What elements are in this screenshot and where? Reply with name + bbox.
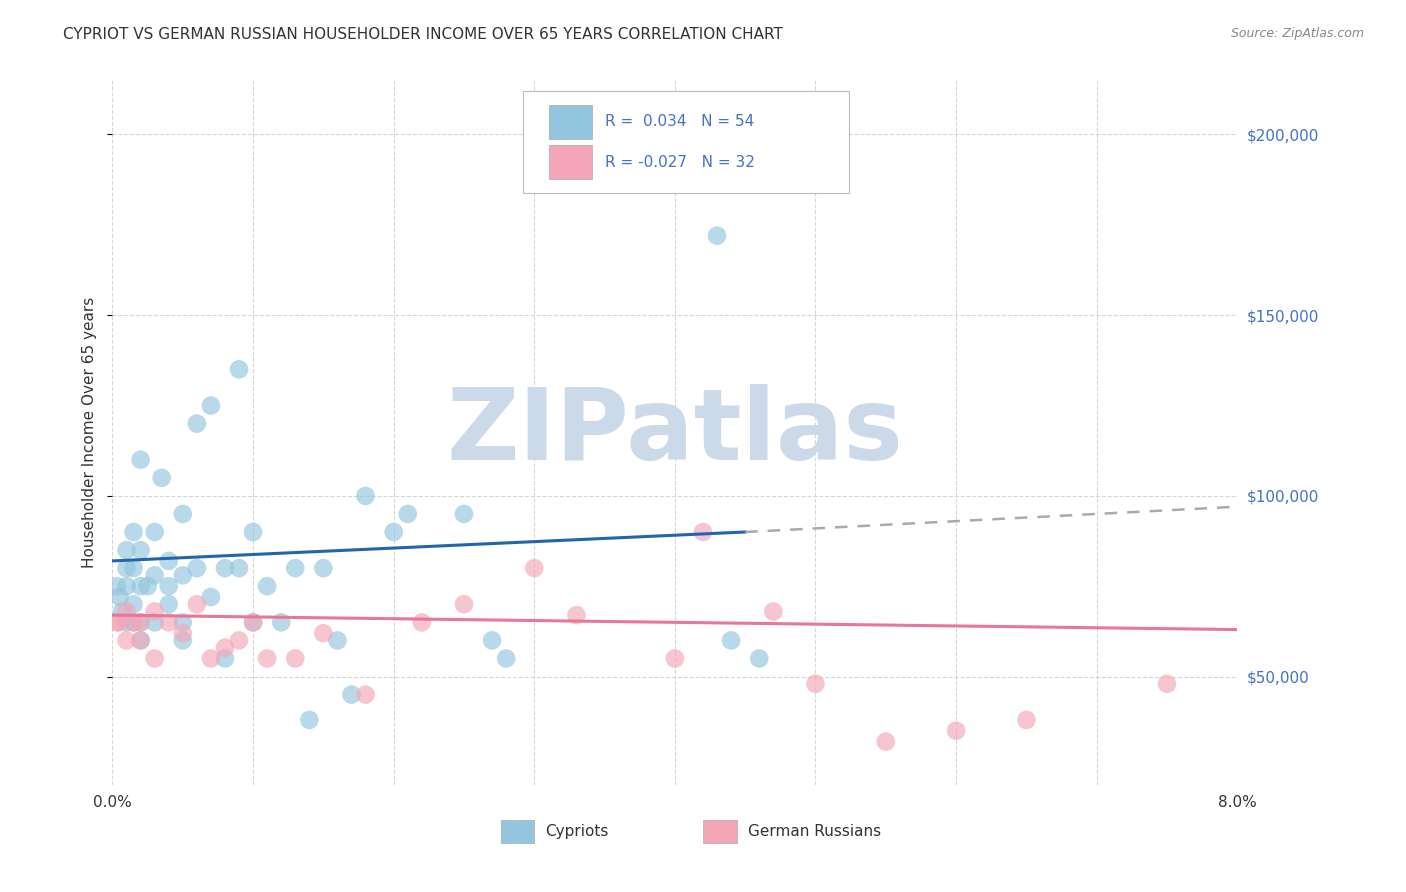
FancyBboxPatch shape <box>548 105 592 139</box>
Point <box>122 597 145 611</box>
Point <box>129 579 152 593</box>
Point <box>157 554 180 568</box>
Point <box>945 723 967 738</box>
Point <box>186 417 208 431</box>
Point <box>115 579 138 593</box>
Point <box>143 524 166 539</box>
Point <box>242 615 264 630</box>
Point <box>228 561 250 575</box>
Point <box>312 626 335 640</box>
Point <box>115 633 138 648</box>
Point <box>143 605 166 619</box>
Point <box>115 543 138 558</box>
Point <box>692 524 714 539</box>
Point <box>129 543 152 558</box>
Text: CYPRIOT VS GERMAN RUSSIAN HOUSEHOLDER INCOME OVER 65 YEARS CORRELATION CHART: CYPRIOT VS GERMAN RUSSIAN HOUSEHOLDER IN… <box>63 27 783 42</box>
Point <box>1015 713 1038 727</box>
FancyBboxPatch shape <box>703 821 737 843</box>
Point <box>228 633 250 648</box>
Text: German Russians: German Russians <box>748 824 882 839</box>
Text: ZIPatlas: ZIPatlas <box>447 384 903 481</box>
Point <box>200 651 222 665</box>
Point <box>340 688 363 702</box>
Point <box>284 561 307 575</box>
Point <box>354 489 377 503</box>
Point <box>1156 677 1178 691</box>
Point <box>122 524 145 539</box>
Point <box>354 688 377 702</box>
Point <box>129 633 152 648</box>
Point <box>664 651 686 665</box>
Text: Source: ZipAtlas.com: Source: ZipAtlas.com <box>1230 27 1364 40</box>
Point <box>136 579 159 593</box>
Point <box>298 713 321 727</box>
Point <box>495 651 517 665</box>
FancyBboxPatch shape <box>548 145 592 179</box>
Point <box>242 615 264 630</box>
Point <box>157 597 180 611</box>
Point <box>143 651 166 665</box>
Point <box>453 597 475 611</box>
Point <box>270 615 292 630</box>
Point <box>242 524 264 539</box>
Point <box>172 626 194 640</box>
Point <box>143 615 166 630</box>
Point <box>105 615 128 630</box>
Point <box>481 633 503 648</box>
Y-axis label: Householder Income Over 65 years: Householder Income Over 65 years <box>82 297 97 568</box>
Point <box>875 734 897 748</box>
Point <box>284 651 307 665</box>
Point <box>172 615 194 630</box>
FancyBboxPatch shape <box>523 91 849 193</box>
Point <box>411 615 433 630</box>
Point <box>200 399 222 413</box>
Point <box>214 640 236 655</box>
Point <box>122 561 145 575</box>
Point <box>256 579 278 593</box>
Point <box>214 561 236 575</box>
Point <box>172 507 194 521</box>
Point <box>523 561 546 575</box>
Text: Cypriots: Cypriots <box>546 824 609 839</box>
Point <box>108 615 131 630</box>
Point <box>143 568 166 582</box>
Point <box>748 651 770 665</box>
Point <box>122 615 145 630</box>
Point <box>115 561 138 575</box>
Point <box>129 615 152 630</box>
Point <box>115 615 138 630</box>
Point <box>804 677 827 691</box>
Point <box>200 590 222 604</box>
Point <box>382 524 405 539</box>
Point <box>172 633 194 648</box>
Point <box>565 608 588 623</box>
Point <box>157 579 180 593</box>
Point <box>129 633 152 648</box>
Point <box>228 362 250 376</box>
Point <box>186 597 208 611</box>
Point <box>214 651 236 665</box>
Point <box>312 561 335 575</box>
Point <box>115 605 138 619</box>
Point <box>150 471 173 485</box>
Point <box>111 605 134 619</box>
Text: R =  0.034   N = 54: R = 0.034 N = 54 <box>605 114 755 129</box>
Point <box>157 615 180 630</box>
Point <box>108 590 131 604</box>
Point <box>129 452 152 467</box>
Point <box>122 615 145 630</box>
Point <box>256 651 278 665</box>
Point <box>326 633 349 648</box>
Point <box>186 561 208 575</box>
Point <box>720 633 742 648</box>
Point <box>706 228 728 243</box>
Point <box>172 568 194 582</box>
Point <box>762 605 785 619</box>
Text: R = -0.027   N = 32: R = -0.027 N = 32 <box>605 154 755 169</box>
Point <box>129 615 152 630</box>
FancyBboxPatch shape <box>501 821 534 843</box>
Point <box>453 507 475 521</box>
Point <box>105 579 128 593</box>
Point <box>396 507 419 521</box>
